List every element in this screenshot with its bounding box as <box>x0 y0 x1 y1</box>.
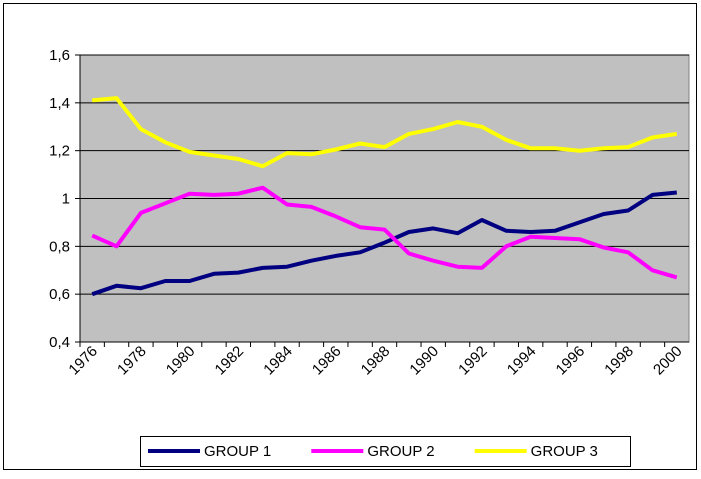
y-tick-label: 0,8 <box>49 238 70 255</box>
y-tick-label: 1 <box>62 191 70 208</box>
series-line <box>91 185 678 280</box>
series-line <box>92 96 678 169</box>
legend-box <box>140 436 631 467</box>
y-tick-label: 1,6 <box>49 47 70 64</box>
legend-label: GROUP 1 <box>204 443 271 460</box>
y-tick-label: 0,6 <box>49 286 70 303</box>
series-line <box>91 190 677 297</box>
y-tick-label: 0,4 <box>49 334 70 351</box>
legend-label: GROUP 3 <box>531 443 598 460</box>
legend-label: GROUP 2 <box>367 443 434 460</box>
y-tick-label: 1,2 <box>49 143 70 160</box>
y-tick-label: 1,4 <box>49 95 70 112</box>
